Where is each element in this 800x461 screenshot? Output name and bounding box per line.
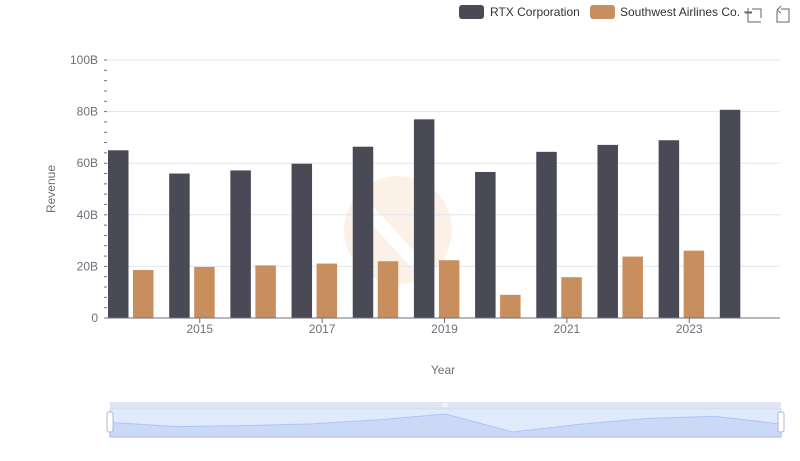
bar-rtx-2019[interactable] — [413, 119, 435, 318]
bar-rtx-2016[interactable] — [230, 170, 251, 318]
legend-label-southwest: Southwest Airlines Co. — [620, 5, 740, 19]
bar-southwest-2023[interactable] — [683, 250, 705, 318]
legend-swatch-southwest — [590, 5, 615, 19]
bar-rtx-2024[interactable] — [719, 109, 741, 318]
restore-icon[interactable] — [776, 5, 790, 23]
bar-rtx-2021[interactable] — [536, 151, 557, 318]
data-zoom-handle-right[interactable] — [777, 411, 785, 433]
y-tick-label: 40B — [77, 208, 98, 222]
bar-southwest-2022[interactable] — [622, 256, 643, 318]
x-tick-label: 2019 — [431, 322, 458, 336]
bar-southwest-2021[interactable] — [561, 277, 582, 318]
zoom-icon[interactable] — [744, 8, 762, 23]
bar-southwest-2018[interactable] — [377, 261, 399, 318]
x-tick-label: 2017 — [309, 322, 336, 336]
bar-rtx-2023[interactable] — [658, 140, 680, 318]
x-tick-label: 2015 — [186, 322, 213, 336]
x-axis-title: Year — [431, 363, 455, 377]
bar-rtx-2018[interactable] — [352, 146, 374, 318]
legend-swatch-rtx — [459, 5, 484, 19]
bar-southwest-2017[interactable] — [316, 263, 338, 318]
x-axis-ticks: 2015 2017 2019 2021 2023 — [186, 318, 703, 336]
bar-rtx-2022[interactable] — [597, 144, 618, 318]
bar-rtx-2017[interactable] — [291, 163, 313, 318]
x-tick-label: 2021 — [554, 322, 581, 336]
y-tick-label: 20B — [77, 259, 98, 273]
bar-rtx-2014[interactable] — [108, 150, 129, 318]
data-zoom-selection[interactable] — [110, 409, 781, 437]
bar-southwest-2015[interactable] — [194, 266, 215, 318]
bar-southwest-2019[interactable] — [438, 260, 460, 318]
bars — [108, 109, 741, 318]
data-zoom-slider[interactable] — [106, 402, 785, 438]
bar-southwest-2014[interactable] — [133, 270, 154, 318]
legend: RTX Corporation Southwest Airlines Co. — [459, 5, 740, 19]
legend-label-rtx: RTX Corporation — [490, 5, 580, 19]
bar-rtx-2020[interactable] — [475, 171, 496, 318]
y-tick-label: 80B — [77, 105, 98, 119]
x-tick-label: 2023 — [676, 322, 703, 336]
legend-item-southwest[interactable]: Southwest Airlines Co. — [590, 5, 740, 19]
data-zoom-handle-left[interactable] — [106, 411, 114, 433]
legend-item-rtx[interactable]: RTX Corporation — [459, 5, 580, 19]
y-tick-label: 60B — [77, 156, 98, 170]
bar-southwest-2016[interactable] — [255, 265, 276, 318]
bar-rtx-2015[interactable] — [169, 173, 190, 318]
data-zoom-grip-icon[interactable] — [442, 403, 448, 407]
y-axis-title: Revenue — [44, 165, 58, 213]
bar-southwest-2020[interactable] — [500, 294, 521, 318]
y-tick-label: 0 — [91, 311, 98, 325]
y-axis-ticks: 0 20B 40B 60B 80B 100B — [70, 53, 98, 325]
y-tick-label: 100B — [70, 53, 98, 67]
data-zoom-preview-area — [109, 413, 782, 438]
y-minor-ticks — [104, 59, 107, 319]
